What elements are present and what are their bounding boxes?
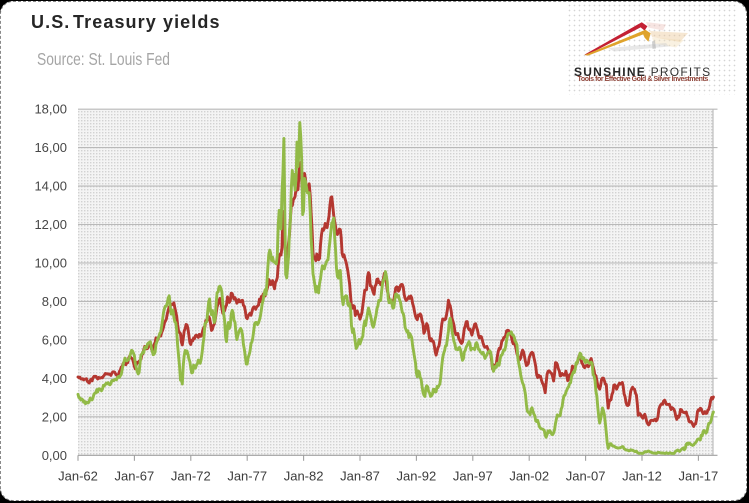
svg-text:0,00: 0,00 <box>42 448 67 463</box>
svg-text:Jan-67: Jan-67 <box>115 469 155 484</box>
svg-text:Jan-72: Jan-72 <box>171 469 211 484</box>
svg-text:Jan-92: Jan-92 <box>397 469 437 484</box>
svg-text:8,00: 8,00 <box>42 294 67 309</box>
svg-text:Jan-07: Jan-07 <box>566 469 606 484</box>
svg-text:Jan-77: Jan-77 <box>227 469 267 484</box>
svg-text:Jan-62: Jan-62 <box>58 469 98 484</box>
svg-text:Jan-12: Jan-12 <box>622 469 662 484</box>
svg-text:10,00: 10,00 <box>34 256 67 271</box>
svg-text:14,00: 14,00 <box>34 179 67 194</box>
svg-text:12,00: 12,00 <box>34 217 67 232</box>
svg-text:6,00: 6,00 <box>42 332 67 347</box>
svg-text:2,00: 2,00 <box>42 409 67 424</box>
svg-text:16,00: 16,00 <box>34 140 67 155</box>
svg-text:Jan-17: Jan-17 <box>679 469 719 484</box>
svg-text:Jan-82: Jan-82 <box>284 469 324 484</box>
svg-text:4,00: 4,00 <box>42 371 67 386</box>
svg-text:Jan-97: Jan-97 <box>453 469 493 484</box>
svg-text:18,00: 18,00 <box>34 102 67 117</box>
svg-text:Jan-02: Jan-02 <box>509 469 549 484</box>
svg-text:Jan-87: Jan-87 <box>340 469 380 484</box>
